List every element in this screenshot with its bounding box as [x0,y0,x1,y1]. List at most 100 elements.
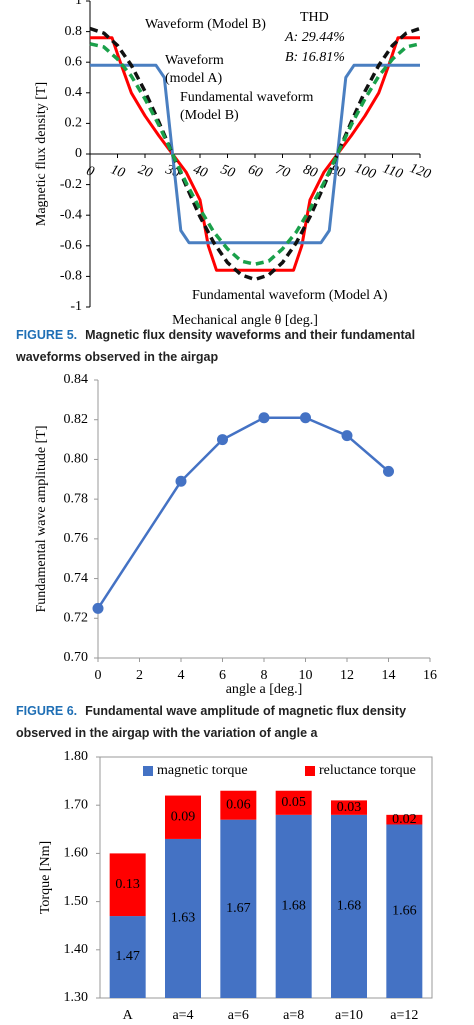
x-tick-label: 0 [95,668,102,683]
x-tick-label: a=10 [335,1008,363,1023]
y-tick-label: 1.70 [64,797,89,812]
x-tick-label: 70 [273,162,291,181]
bar-segment [331,800,367,815]
data-label: 0.02 [392,812,417,827]
y-axis-title: Fundamental wave amplitude [T] [34,426,49,613]
legend-label: reluctance torque [319,763,416,778]
data-label: 0.13 [115,877,140,892]
x-tick-label: 80 [301,162,319,181]
point [300,412,311,424]
x-tick-label: 60 [246,162,264,181]
y-tick-label: 0 [75,146,82,161]
caption-label: FIGURE 5. [16,328,77,342]
y-axis-title: Torque [Nm] [38,841,53,914]
x-axis-title: Mechanical angle θ [deg.] [172,313,318,328]
y-tick-label: -0.8 [60,269,82,284]
series-label: Waveform (Model B) [145,17,266,32]
x-tick-label: A [123,1008,134,1023]
y-tick-label: 0.4 [65,85,83,100]
plot-frame [99,756,433,999]
x-tick-label: 50 [218,162,236,181]
bar-segment [109,853,146,917]
bar-segment [275,814,312,998]
caption-text: waveforms observed in the airgap [15,350,219,364]
y-tick-label: 0.70 [64,650,89,665]
y-tick-label: 0.78 [64,491,89,506]
annotation: THD [300,10,329,25]
y-tick-label: 0.84 [64,372,89,387]
x-tick-label: 6 [219,668,226,683]
bar-segment [165,838,201,998]
x-tick-label: 10 [108,162,126,181]
y-axis-title: Magnetic flux density [T] [34,82,49,226]
bar-segment [386,824,423,998]
caption-line: FIGURE 6. Fundamental wave amplitude of m… [16,704,406,718]
data-label: 1.63 [171,911,196,926]
series-line [89,26,421,282]
y-tick-label: 0.6 [65,54,83,69]
bar-segment [275,790,312,815]
bar-segment [109,916,146,998]
caption-label: FIGURE 6. [16,704,77,718]
point [258,412,270,424]
data-label: 1.68 [337,899,362,914]
bar-segment [331,814,367,998]
x-tick-label: 100 [353,161,378,182]
series-line [96,416,390,610]
x-tick-label: 10 [299,668,313,683]
y-tick-label: 0.72 [64,611,89,626]
caption-text: Magnetic flux density waveforms and thei… [85,328,415,342]
bar-segment [165,795,201,839]
point [92,602,104,614]
x-axis-title: angle a [deg.] [226,682,303,697]
x-tick-label: 90 [328,162,346,181]
legend-swatch [305,766,315,776]
x-tick-label: a=4 [172,1008,193,1023]
y-tick-label: 1.40 [64,942,89,957]
x-tick-label: 2 [136,668,143,683]
x-tick-label: a=8 [283,1008,304,1023]
bar-segment [220,819,257,998]
y-tick-label: 1.30 [64,990,89,1005]
x-tick-label: 0 [84,163,96,179]
y-tick-label: 1.80 [64,749,89,764]
data-label: 0.03 [337,800,362,815]
x-tick-label: 4 [178,668,185,683]
data-label: 0.06 [226,797,251,812]
x-tick-label: 8 [261,668,268,683]
y-tick-label: 0.82 [64,412,89,427]
y-tick-label: -0.6 [60,238,82,253]
y-tick-label: 0.80 [64,452,89,467]
y-tick-label: -0.4 [60,207,82,222]
series-label: Fundamental waveform [180,90,313,105]
caption-text: Fundamental wave amplitude of magnetic f… [85,704,406,718]
caption-line: observed in the airgap with the variatio… [16,726,318,740]
bar-segment [220,790,257,820]
x-tick-label: 16 [423,668,437,683]
series-line [89,42,421,266]
legend-swatch [143,766,153,776]
data-label: 1.47 [115,949,140,964]
y-tick-label: 0.8 [65,24,83,39]
data-label: 1.67 [226,901,251,916]
y-tick-label: 1 [75,0,82,8]
annotation: B: 16.81% [285,50,345,65]
y-tick-label: 0.2 [65,116,83,131]
data-label: 0.09 [171,809,196,824]
x-tick-label: 20 [136,162,154,181]
data-label: 1.66 [392,903,417,918]
caption-line: waveforms observed in the airgap [15,350,219,364]
y-tick-label: 0.76 [64,531,89,546]
point [175,475,187,487]
annotation: A: 29.44% [284,30,345,45]
y-tick-label: 0.74 [64,571,89,586]
series-label: Fundamental waveform (Model A) [192,288,388,303]
x-tick-label: 12 [340,668,354,683]
x-tick-label: 110 [381,161,405,182]
data-label: 1.68 [281,899,306,914]
series-label: (Model B) [180,108,239,123]
data-label: 0.05 [281,795,306,810]
y-tick-label: 1.50 [64,894,89,909]
y-tick-label: -1 [70,299,82,314]
legend-label: magnetic torque [157,763,248,778]
